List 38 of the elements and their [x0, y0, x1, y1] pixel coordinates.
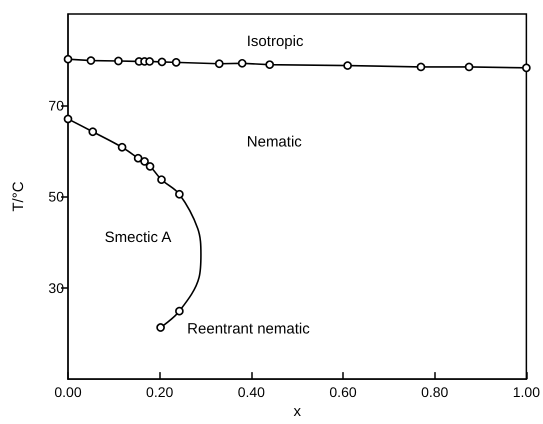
- point: [175, 190, 184, 199]
- y-tick-label: 50: [48, 188, 64, 205]
- point: [238, 58, 246, 68]
- x-tick-label: 0.20: [146, 384, 174, 400]
- point: [522, 64, 531, 72]
- point: [157, 175, 166, 184]
- point: [88, 127, 98, 136]
- point: [464, 62, 474, 72]
- point: [172, 58, 180, 67]
- annotation: Reentrant nematic: [187, 320, 310, 338]
- point: [140, 157, 149, 166]
- point: [265, 60, 274, 69]
- point: [146, 162, 154, 171]
- x-tick-label: 0.40: [238, 384, 266, 400]
- point: [343, 61, 352, 70]
- x-tick-label: 0.60: [329, 384, 357, 400]
- annotation: Smectic A: [104, 229, 172, 246]
- point: [416, 62, 426, 72]
- x-tick-label: 0.00: [54, 384, 82, 400]
- point: [64, 114, 72, 124]
- point: [156, 323, 165, 332]
- point: [214, 59, 224, 68]
- x-axis-title: x: [293, 403, 302, 420]
- annotation: Isotropic: [246, 32, 304, 50]
- y-tick-label: 70: [48, 97, 64, 114]
- x-tick-label: 0.80: [421, 384, 449, 400]
- point: [64, 54, 72, 64]
- point: [114, 56, 123, 66]
- annotation: Nematic: [246, 133, 302, 150]
- y-tick-label: 30: [48, 280, 64, 296]
- y-axis-title: T/°C: [10, 181, 27, 212]
- point: [158, 58, 166, 66]
- point: [86, 56, 96, 65]
- x-tick-label: 1.00: [512, 384, 540, 400]
- point: [145, 57, 154, 66]
- point: [134, 154, 142, 163]
- point: [118, 142, 126, 152]
- point: [175, 306, 184, 316]
